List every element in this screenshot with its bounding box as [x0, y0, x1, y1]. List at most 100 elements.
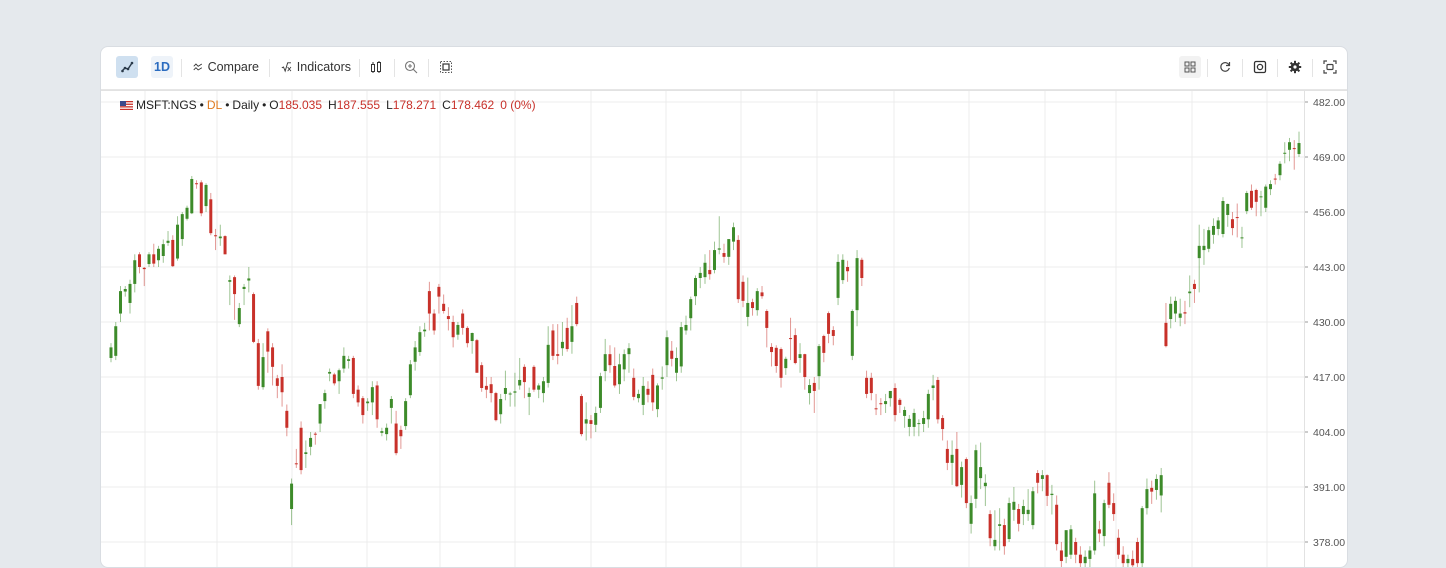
candle-body [560, 341, 564, 349]
select-area-button[interactable] [435, 56, 457, 78]
chart-style-icon [121, 61, 134, 73]
y-axis-label: 404.00 [1313, 427, 1345, 439]
candles-button[interactable] [365, 56, 387, 78]
candle-body [252, 294, 256, 342]
candle-body [974, 450, 978, 499]
candle-body [1097, 529, 1101, 534]
candle-body [665, 337, 669, 366]
price-chart[interactable]: 482.00 469.00 456.00 443.00 430.00 417.00 404.… [101, 90, 1347, 568]
chart-widget: 1D Compare Indicators [100, 46, 1348, 568]
candle-body [366, 401, 370, 404]
candle-body [950, 454, 954, 463]
indicators-button[interactable]: Indicators [281, 56, 351, 78]
candle-body [746, 302, 750, 317]
candle-body [1221, 201, 1225, 234]
candle-body [836, 261, 840, 298]
candle-body [888, 390, 892, 399]
candle-body [242, 286, 246, 289]
candle-body [1045, 475, 1049, 496]
candle-body [998, 524, 1002, 526]
toolbar-divider [269, 59, 270, 77]
candle-body [717, 248, 721, 250]
candle-body [770, 346, 774, 353]
candle-body [874, 408, 878, 410]
legend-open-value: 185.035 [278, 98, 323, 112]
candle-body [394, 423, 398, 454]
candle-body [551, 330, 555, 356]
candle-body [1287, 142, 1291, 150]
candle-body [399, 429, 403, 437]
candlestick-plot[interactable]: 482.00 469.00 456.00 443.00 430.00 417.00 404.… [101, 90, 1347, 568]
candle-body [693, 278, 697, 297]
candle-body [480, 365, 484, 388]
candle-body [679, 327, 683, 367]
candle-body [541, 381, 545, 394]
candle-body [1116, 537, 1120, 555]
candle-body [1059, 550, 1063, 562]
layout-button[interactable] [1179, 56, 1201, 78]
legend-interval: Daily [232, 98, 260, 112]
candle-body [446, 316, 450, 320]
candle-body [508, 393, 512, 395]
settings-button[interactable] [1284, 56, 1306, 78]
candle-body [503, 388, 507, 394]
candle-body [437, 286, 441, 297]
chart-style-button[interactable] [116, 56, 138, 78]
y-axis-label: 482.00 [1313, 97, 1345, 109]
candle-body [546, 344, 550, 383]
candle-body [1249, 190, 1253, 208]
toolbar-divider [1277, 59, 1278, 77]
candle-body [903, 410, 907, 416]
candle-body [1178, 313, 1182, 318]
period-button[interactable]: 1D [151, 56, 173, 78]
candle-body [1264, 186, 1268, 208]
candle-body [831, 330, 835, 336]
candle-body [337, 370, 341, 382]
candle-body [361, 398, 365, 416]
legend-separator: • [199, 98, 204, 112]
candle-body [261, 357, 265, 388]
candle-body [152, 254, 156, 264]
candle-body [1064, 530, 1068, 557]
candle-body [142, 267, 146, 270]
candle-body [347, 359, 351, 361]
candle-body [1207, 230, 1211, 249]
candle-body [176, 224, 180, 259]
candle-body [418, 332, 422, 353]
toolbar-divider [394, 59, 395, 77]
candle-body [1297, 143, 1301, 155]
legend-separator: • [262, 98, 267, 112]
candle-body [689, 299, 693, 319]
candle-body [1031, 491, 1035, 526]
us-flag-icon [120, 100, 133, 110]
fullscreen-button[interactable] [1319, 56, 1341, 78]
candle-body [641, 385, 645, 405]
candle-body [822, 335, 826, 353]
candle-body [936, 379, 940, 420]
compare-button[interactable]: Compare [193, 56, 259, 78]
candle-body [1197, 245, 1201, 259]
candle-body [299, 427, 303, 471]
candle-body [841, 259, 845, 281]
candle-body [332, 374, 336, 384]
candle-body [408, 364, 412, 396]
candle-body [674, 357, 678, 373]
candle-body [670, 350, 674, 359]
candle-body [1012, 501, 1016, 510]
candle-body [351, 357, 355, 394]
candle-body [470, 333, 474, 342]
gear-icon [1288, 60, 1302, 74]
candle-body [632, 377, 636, 397]
zoom-in-button[interactable] [400, 56, 422, 78]
candle-body [385, 427, 389, 435]
candle-body [456, 324, 460, 335]
screenshot-button[interactable] [1249, 56, 1271, 78]
candle-body [594, 412, 598, 425]
candle-body [651, 374, 655, 403]
y-axis-label: 456.00 [1313, 207, 1345, 219]
candle-body [636, 393, 640, 399]
candle-body [1121, 554, 1125, 564]
candle-body [713, 250, 717, 270]
candle-body [190, 179, 194, 214]
refresh-button[interactable] [1214, 56, 1236, 78]
